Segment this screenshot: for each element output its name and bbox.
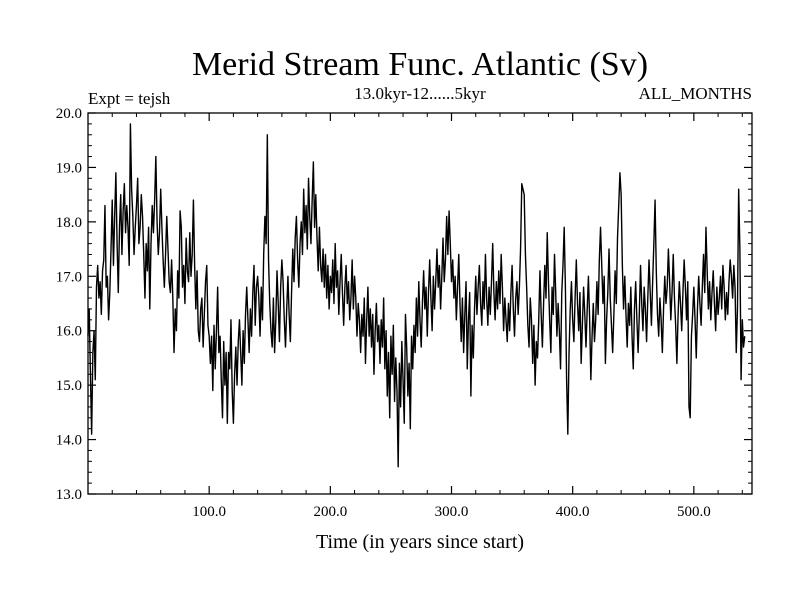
y-tick-label: 15.0 [56,378,82,394]
expt-label: Expt = tejsh [88,89,171,108]
y-tick-label: 14.0 [56,433,82,449]
chart-subtitle: 13.0kyr-12......5kyr [354,84,486,103]
x-tick-label: 500.0 [677,504,711,520]
y-tick-label: 19.0 [56,160,82,176]
plot-frame [87,112,753,495]
x-tick-label: 400.0 [556,504,590,520]
x-tick-label: 300.0 [435,504,469,520]
x-tick-label: 200.0 [313,504,347,520]
chart-title: Merid Stream Func. Atlantic (Sv) [192,46,648,83]
plot-marks: 13.0 14.0 15.0 16.0 17.0 18.0 19.0 20.0 100.0 200… [56,106,752,520]
y-tick-label: 13.0 [56,487,82,503]
y-tick-label: 16.0 [56,324,82,340]
y-tick-label: 18.0 [56,215,82,231]
x-tick-label: 100.0 [192,504,226,520]
x-axis-label: Time (in years since start) [316,531,524,553]
y-tick-label: 17.0 [56,269,82,285]
series-line [87,123,746,468]
season-label: ALL_MONTHS [639,84,752,103]
y-tick-label: 20.0 [56,106,82,122]
